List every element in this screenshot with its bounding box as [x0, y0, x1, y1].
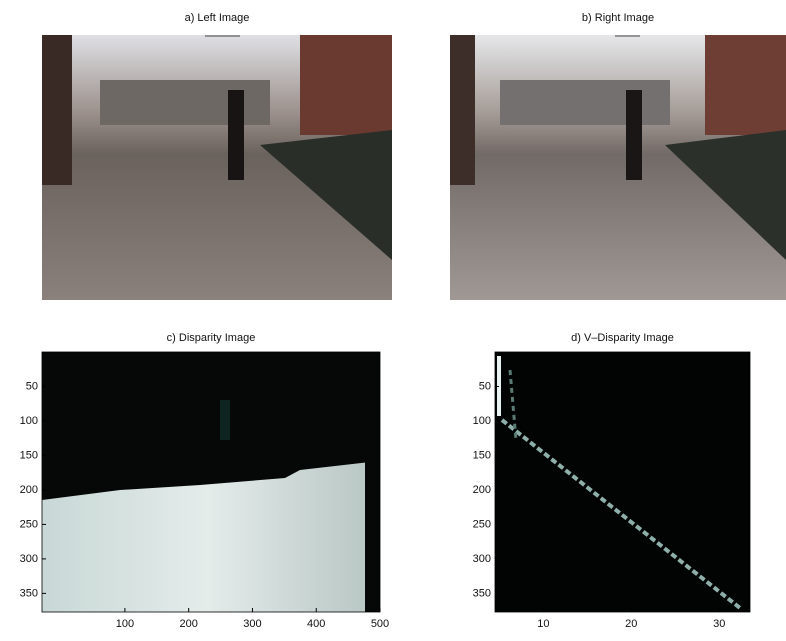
v-disparity-image: [495, 352, 750, 612]
figure: a) Left Image b) Right Image c) Disparity …: [0, 0, 786, 636]
y-tick-label: 350: [20, 587, 38, 599]
x-tick-label: 200: [179, 618, 197, 630]
y-tick-label: 150: [20, 449, 38, 461]
y-tick-label: 200: [473, 484, 491, 496]
y-tick-label: 250: [20, 518, 38, 530]
panel-title: c) Disparity Image: [167, 332, 256, 344]
y-tick-label: 350: [473, 587, 491, 599]
y-tick-label: 50: [479, 380, 491, 392]
y-tick-label: 300: [20, 553, 38, 565]
x-tick-label: 30: [713, 618, 725, 630]
x-tick-label: 500: [371, 618, 389, 630]
y-tick-label: 300: [473, 553, 491, 565]
left-image: [42, 35, 392, 300]
y-tick-label: 150: [473, 449, 491, 461]
panel-title: d) V–Disparity Image: [571, 332, 674, 344]
panel-title: b) Right Image: [582, 12, 654, 24]
panel-title: a) Left Image: [185, 12, 250, 24]
x-tick-label: 400: [307, 618, 325, 630]
x-tick-label: 300: [243, 618, 261, 630]
y-tick-label: 100: [20, 415, 38, 427]
right-image: [450, 35, 786, 300]
disparity-image: [42, 352, 380, 612]
y-tick-label: 50: [26, 380, 38, 392]
y-tick-label: 250: [473, 518, 491, 530]
x-tick-label: 10: [537, 618, 549, 630]
x-tick-label: 100: [116, 618, 134, 630]
x-tick-label: 20: [625, 618, 637, 630]
y-tick-label: 200: [20, 484, 38, 496]
y-tick-label: 100: [473, 415, 491, 427]
